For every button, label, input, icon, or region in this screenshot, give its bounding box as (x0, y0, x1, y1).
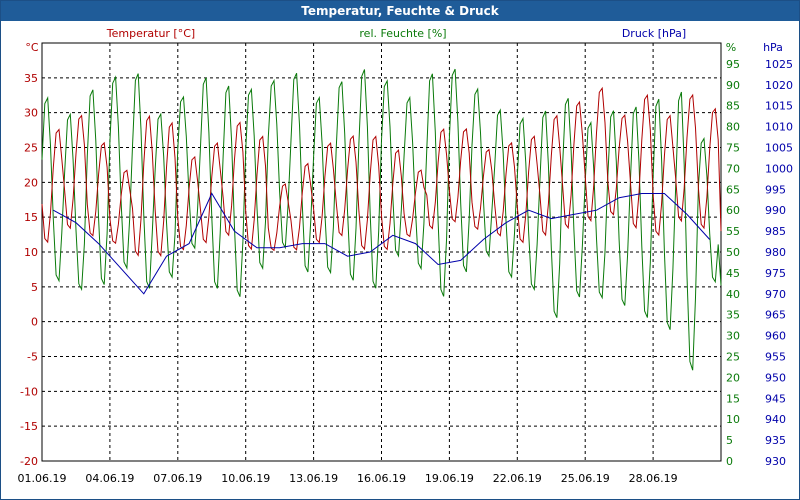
humidity-tick-label: 20 (726, 371, 740, 384)
humidity-tick-label: 65 (726, 183, 740, 196)
x-tick-label: 04.06.19 (85, 472, 134, 485)
temperature-tick-label: 15 (24, 211, 38, 224)
humidity-tick-label: 35 (726, 309, 740, 322)
humidity-tick-label: 90 (726, 79, 740, 92)
grid (41, 42, 722, 462)
pressure-tick-label: 935 (765, 434, 786, 447)
x-tick-label: 10.06.19 (221, 472, 270, 485)
pressure-line (53, 192, 711, 295)
temperature-unit: °C (25, 41, 39, 54)
pressure-tick-label: 945 (765, 392, 786, 405)
temperature-tick-label: -20 (20, 455, 38, 468)
humidity-tick-label: 30 (726, 330, 740, 343)
pressure-tick-label: 975 (765, 267, 786, 280)
temperature-tick-label: -10 (20, 385, 38, 398)
humidity-tick-label: 60 (726, 204, 740, 217)
humidity-tick-label: 0 (726, 455, 733, 468)
humidity-tick-label: 15 (726, 392, 740, 405)
x-tick-label: 25.06.19 (561, 472, 610, 485)
pressure-tick-label: 1010 (765, 121, 793, 134)
x-tick-label: 22.06.19 (493, 472, 542, 485)
temperature-axis-label: Temperatur [°C] (106, 27, 195, 40)
pressure-axis-label: Druck [hPa] (622, 27, 686, 40)
humidity-tick-label: 85 (726, 100, 740, 113)
window-title: Temperatur, Feuchte & Druck (1, 1, 799, 21)
x-tick-label: 28.06.19 (629, 472, 678, 485)
pressure-tick-label: 1015 (765, 100, 793, 113)
humidity-tick-label: 75 (726, 142, 740, 155)
pressure-tick-label: 960 (765, 330, 786, 343)
pressure-tick-label: 985 (765, 225, 786, 238)
humidity-axis-label: rel. Feuchte [%] (359, 27, 446, 40)
temperature-tick-label: -5 (27, 351, 38, 364)
pressure-tick-label: 970 (765, 288, 786, 301)
humidity-tick-label: 25 (726, 351, 740, 364)
humidity-tick-label: 70 (726, 162, 740, 175)
temperature-tick-label: 35 (24, 72, 38, 85)
humidity-tick-label: 45 (726, 267, 740, 280)
series-lines (41, 68, 722, 371)
temperature-tick-label: 10 (24, 246, 38, 259)
pressure-tick-label: 995 (765, 183, 786, 196)
temperature-tick-label: 20 (24, 176, 38, 189)
pressure-tick-label: 990 (765, 204, 786, 217)
pressure-unit: hPa (763, 41, 783, 54)
temperature-tick-label: 25 (24, 142, 38, 155)
humidity-tick-label: 40 (726, 288, 740, 301)
x-tick-label: 13.06.19 (289, 472, 338, 485)
humidity-tick-label: 10 (726, 413, 740, 426)
x-tick-label: 07.06.19 (153, 472, 202, 485)
pressure-tick-label: 1025 (765, 58, 793, 71)
pressure-tick-label: 1020 (765, 79, 793, 92)
temperature-tick-label: 30 (24, 107, 38, 120)
pressure-tick-label: 1005 (765, 142, 793, 155)
x-tick-label: 19.06.19 (425, 472, 474, 485)
humidity-tick-label: 50 (726, 246, 740, 259)
pressure-tick-label: 930 (765, 455, 786, 468)
pressure-tick-label: 1000 (765, 162, 793, 175)
humidity-tick-label: 55 (726, 225, 740, 238)
pressure-tick-label: 940 (765, 413, 786, 426)
x-tick-label: 16.06.19 (357, 472, 406, 485)
humidity-tick-label: 95 (726, 58, 740, 71)
humidity-tick-label: 5 (726, 434, 733, 447)
pressure-tick-label: 980 (765, 246, 786, 259)
pressure-tick-label: 955 (765, 351, 786, 364)
pressure-tick-label: 950 (765, 371, 786, 384)
temperature-line (41, 86, 722, 258)
temperature-tick-label: 0 (31, 316, 38, 329)
temperature-tick-label: 5 (31, 281, 38, 294)
x-tick-label: 01.06.19 (18, 472, 67, 485)
pressure-tick-label: 965 (765, 309, 786, 322)
temperature-tick-label: -15 (20, 420, 38, 433)
humidity-tick-label: 80 (726, 121, 740, 134)
humidity-unit: % (726, 41, 736, 54)
axes: 01.06.19 04.06.19 07.06.19 10.06.19 13.06.19… (18, 58, 793, 485)
